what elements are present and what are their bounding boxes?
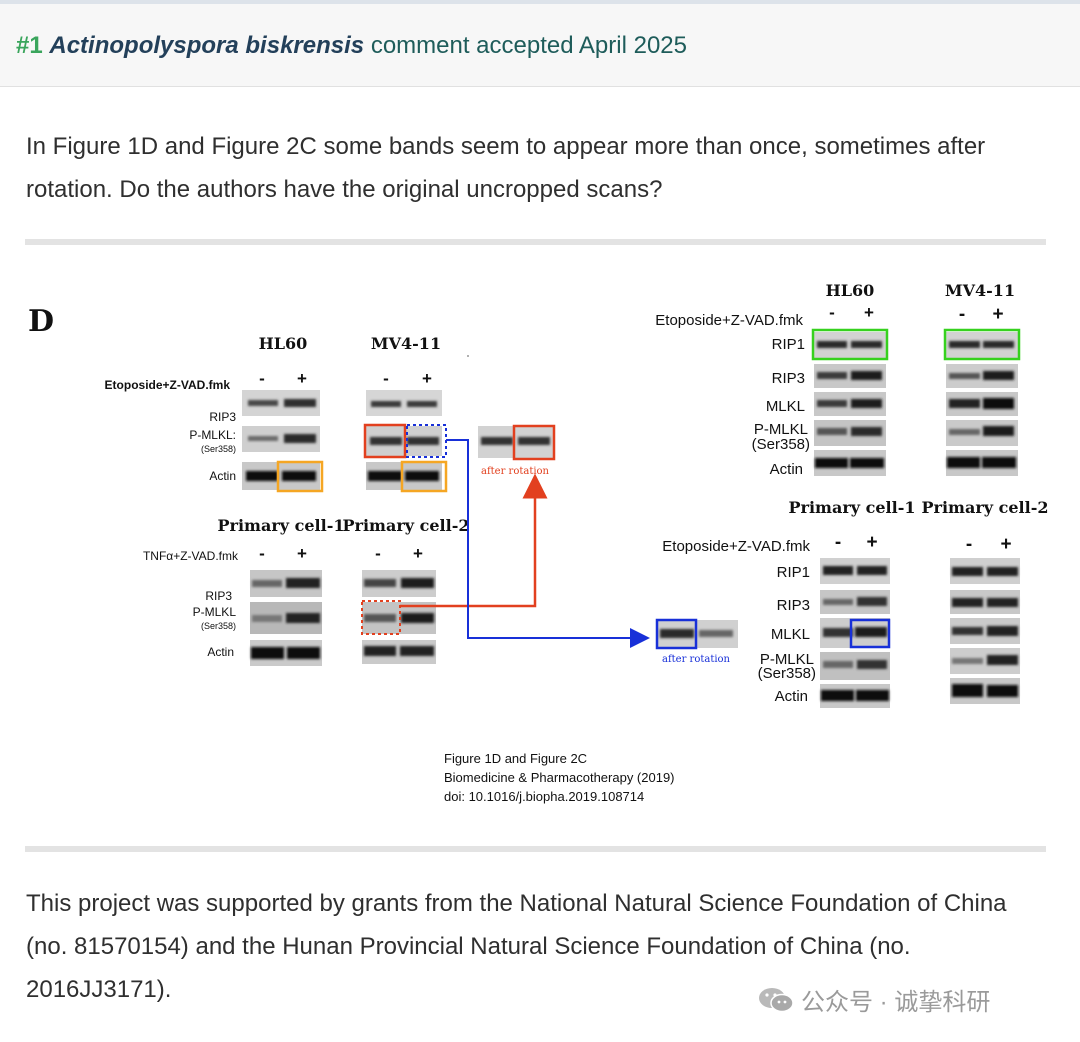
caption-line-2: Biomedicine & Pharmacotherapy (2019) xyxy=(444,770,675,785)
right-plus-4: + xyxy=(1000,534,1011,555)
blot-right-mv411 xyxy=(946,332,1018,476)
right-label-mv411: MV4-11 xyxy=(945,281,1015,300)
panel-letter: D xyxy=(28,304,54,339)
left-minus-3: - xyxy=(259,544,265,563)
right-plus-2: + xyxy=(992,304,1003,325)
rotated-band-red xyxy=(478,426,554,458)
blot-mv411-actin xyxy=(366,462,442,490)
blot-hl60-actin xyxy=(242,462,320,490)
right-row-actin: Actin xyxy=(770,461,803,478)
divider-top xyxy=(25,239,1046,245)
right-label-primary2: Primary cell-2 xyxy=(922,498,1049,517)
blot-mv411-rip3 xyxy=(366,390,442,416)
highlight-red-dotted-primary2-pmlkl xyxy=(361,600,401,635)
blot-right-hl60 xyxy=(814,332,886,476)
highlight-blue-primary1-mlkl xyxy=(849,618,891,649)
left-plus-4: + xyxy=(413,544,423,563)
right-plus-1: + xyxy=(864,303,874,322)
right-plus-3: + xyxy=(866,532,877,553)
left-plus-1: + xyxy=(297,369,307,388)
highlight-orange-hl60-actin xyxy=(276,460,324,493)
label-after-rotation-red: after rotation xyxy=(481,466,550,477)
blot-primary2-rip3 xyxy=(362,570,436,597)
blot-primary1-rip3 xyxy=(250,570,322,597)
highlight-orange-mv411-actin xyxy=(400,460,448,493)
comment-title: #1 Actinopolyspora biskrensis comment ac… xyxy=(16,32,687,60)
figure-image: D HL60 MV4-11 Etoposide+Z-VAD.fmk - + - … xyxy=(0,248,1080,848)
comment-status: comment accepted April 2025 xyxy=(370,32,687,59)
left-plus-2: + xyxy=(422,369,432,388)
caption-line-3: doi: 10.1016/j.biopha.2019.108714 xyxy=(444,789,644,804)
left-minus-2: - xyxy=(383,369,389,388)
right-row-pmlkl: P-MLKL xyxy=(754,421,808,438)
divider-bottom xyxy=(25,846,1046,852)
left-row-pmlkl: P-MLKL: xyxy=(189,428,236,442)
right-row-ser358: (Ser358) xyxy=(752,436,810,453)
right-label-primary1: Primary cell-1 xyxy=(789,498,916,517)
left-plus-3: + xyxy=(297,544,307,563)
right-row-ser358-b: (Ser358) xyxy=(758,665,816,682)
arrow-red-connector xyxy=(400,473,548,608)
figure-speck xyxy=(467,355,469,357)
highlight-blue-rotated xyxy=(655,618,698,650)
right-row-rip1: RIP1 xyxy=(772,336,805,353)
comment-header: #1 Actinopolyspora biskrensis comment ac… xyxy=(0,4,1080,87)
left-label-primary2: Primary cell-2 xyxy=(343,516,470,535)
right-minus-1: - xyxy=(829,303,835,322)
left-row-pmlkl-b: P-MLKL xyxy=(193,605,237,619)
left-row-ser358: (Ser358) xyxy=(201,444,236,454)
blot-primary1-pmlkl xyxy=(250,602,322,634)
blot-hl60-rip3 xyxy=(242,390,320,416)
watermark-text: 公众号 · 诚挚科研 xyxy=(801,989,991,1016)
watermark: 公众号 · 诚挚科研 xyxy=(757,982,990,1022)
right-row-rip1-b: RIP1 xyxy=(777,564,810,581)
left-row-actin-b: Actin xyxy=(207,645,234,659)
caption-line-1: Figure 1D and Figure 2C xyxy=(444,751,587,766)
highlight-green-hl60-rip1 xyxy=(811,328,889,361)
right-treatment-bottom: Etoposide+Z-VAD.fmk xyxy=(662,538,810,555)
right-label-hl60: HL60 xyxy=(826,281,875,300)
left-treatment-top: Etoposide+Z-VAD.fmk xyxy=(105,378,231,392)
highlight-green-mv411-rip1 xyxy=(943,328,1021,361)
comment-number: #1 xyxy=(16,32,43,59)
left-label-mv411: MV4-11 xyxy=(371,334,441,353)
blot-right-primary1 xyxy=(820,558,890,708)
left-row-actin: Actin xyxy=(209,469,236,483)
funding-statement: This project was supported by grants fro… xyxy=(26,890,1007,1003)
left-treatment-bottom: TNFα+Z-VAD.fmk xyxy=(143,549,239,563)
left-label-primary1: Primary cell-1 xyxy=(218,516,345,535)
right-row-mlkl: MLKL xyxy=(766,398,805,415)
right-row-actin-b: Actin xyxy=(775,688,808,705)
left-row-ser358-b: (Ser358) xyxy=(201,621,236,631)
left-row-rip3: RIP3 xyxy=(209,410,236,424)
right-row-rip3: RIP3 xyxy=(772,370,805,387)
highlight-red-mv411-pmlkl xyxy=(363,423,407,459)
right-minus-3: - xyxy=(835,532,841,553)
right-row-pmlkl-b: P-MLKL xyxy=(760,651,814,668)
left-row-rip3-b: RIP3 xyxy=(205,589,232,603)
right-row-mlkl-b: MLKL xyxy=(771,626,810,643)
wechat-icon xyxy=(757,985,795,1022)
right-treatment-top: Etoposide+Z-VAD.fmk xyxy=(655,312,803,329)
left-minus-1: - xyxy=(259,369,265,388)
comment-body: In Figure 1D and Figure 2C some bands se… xyxy=(26,133,986,203)
right-row-rip3-b: RIP3 xyxy=(777,597,810,614)
left-label-hl60: HL60 xyxy=(259,334,308,353)
arrow-blue-connector xyxy=(446,439,650,648)
blot-primary1-actin xyxy=(250,640,322,666)
blot-primary2-actin xyxy=(362,640,436,664)
commenter-species[interactable]: Actinopolyspora biskrensis xyxy=(49,32,365,59)
blot-hl60-pmlkl xyxy=(242,426,320,452)
right-minus-2: - xyxy=(959,304,965,325)
top-accent-bar xyxy=(0,0,1080,4)
blot-right-primary2 xyxy=(950,558,1020,704)
highlight-red-rotated xyxy=(512,424,556,461)
left-minus-4: - xyxy=(375,544,381,563)
label-after-rotation-blue: after rotation xyxy=(662,654,731,665)
right-minus-4: - xyxy=(966,534,972,555)
